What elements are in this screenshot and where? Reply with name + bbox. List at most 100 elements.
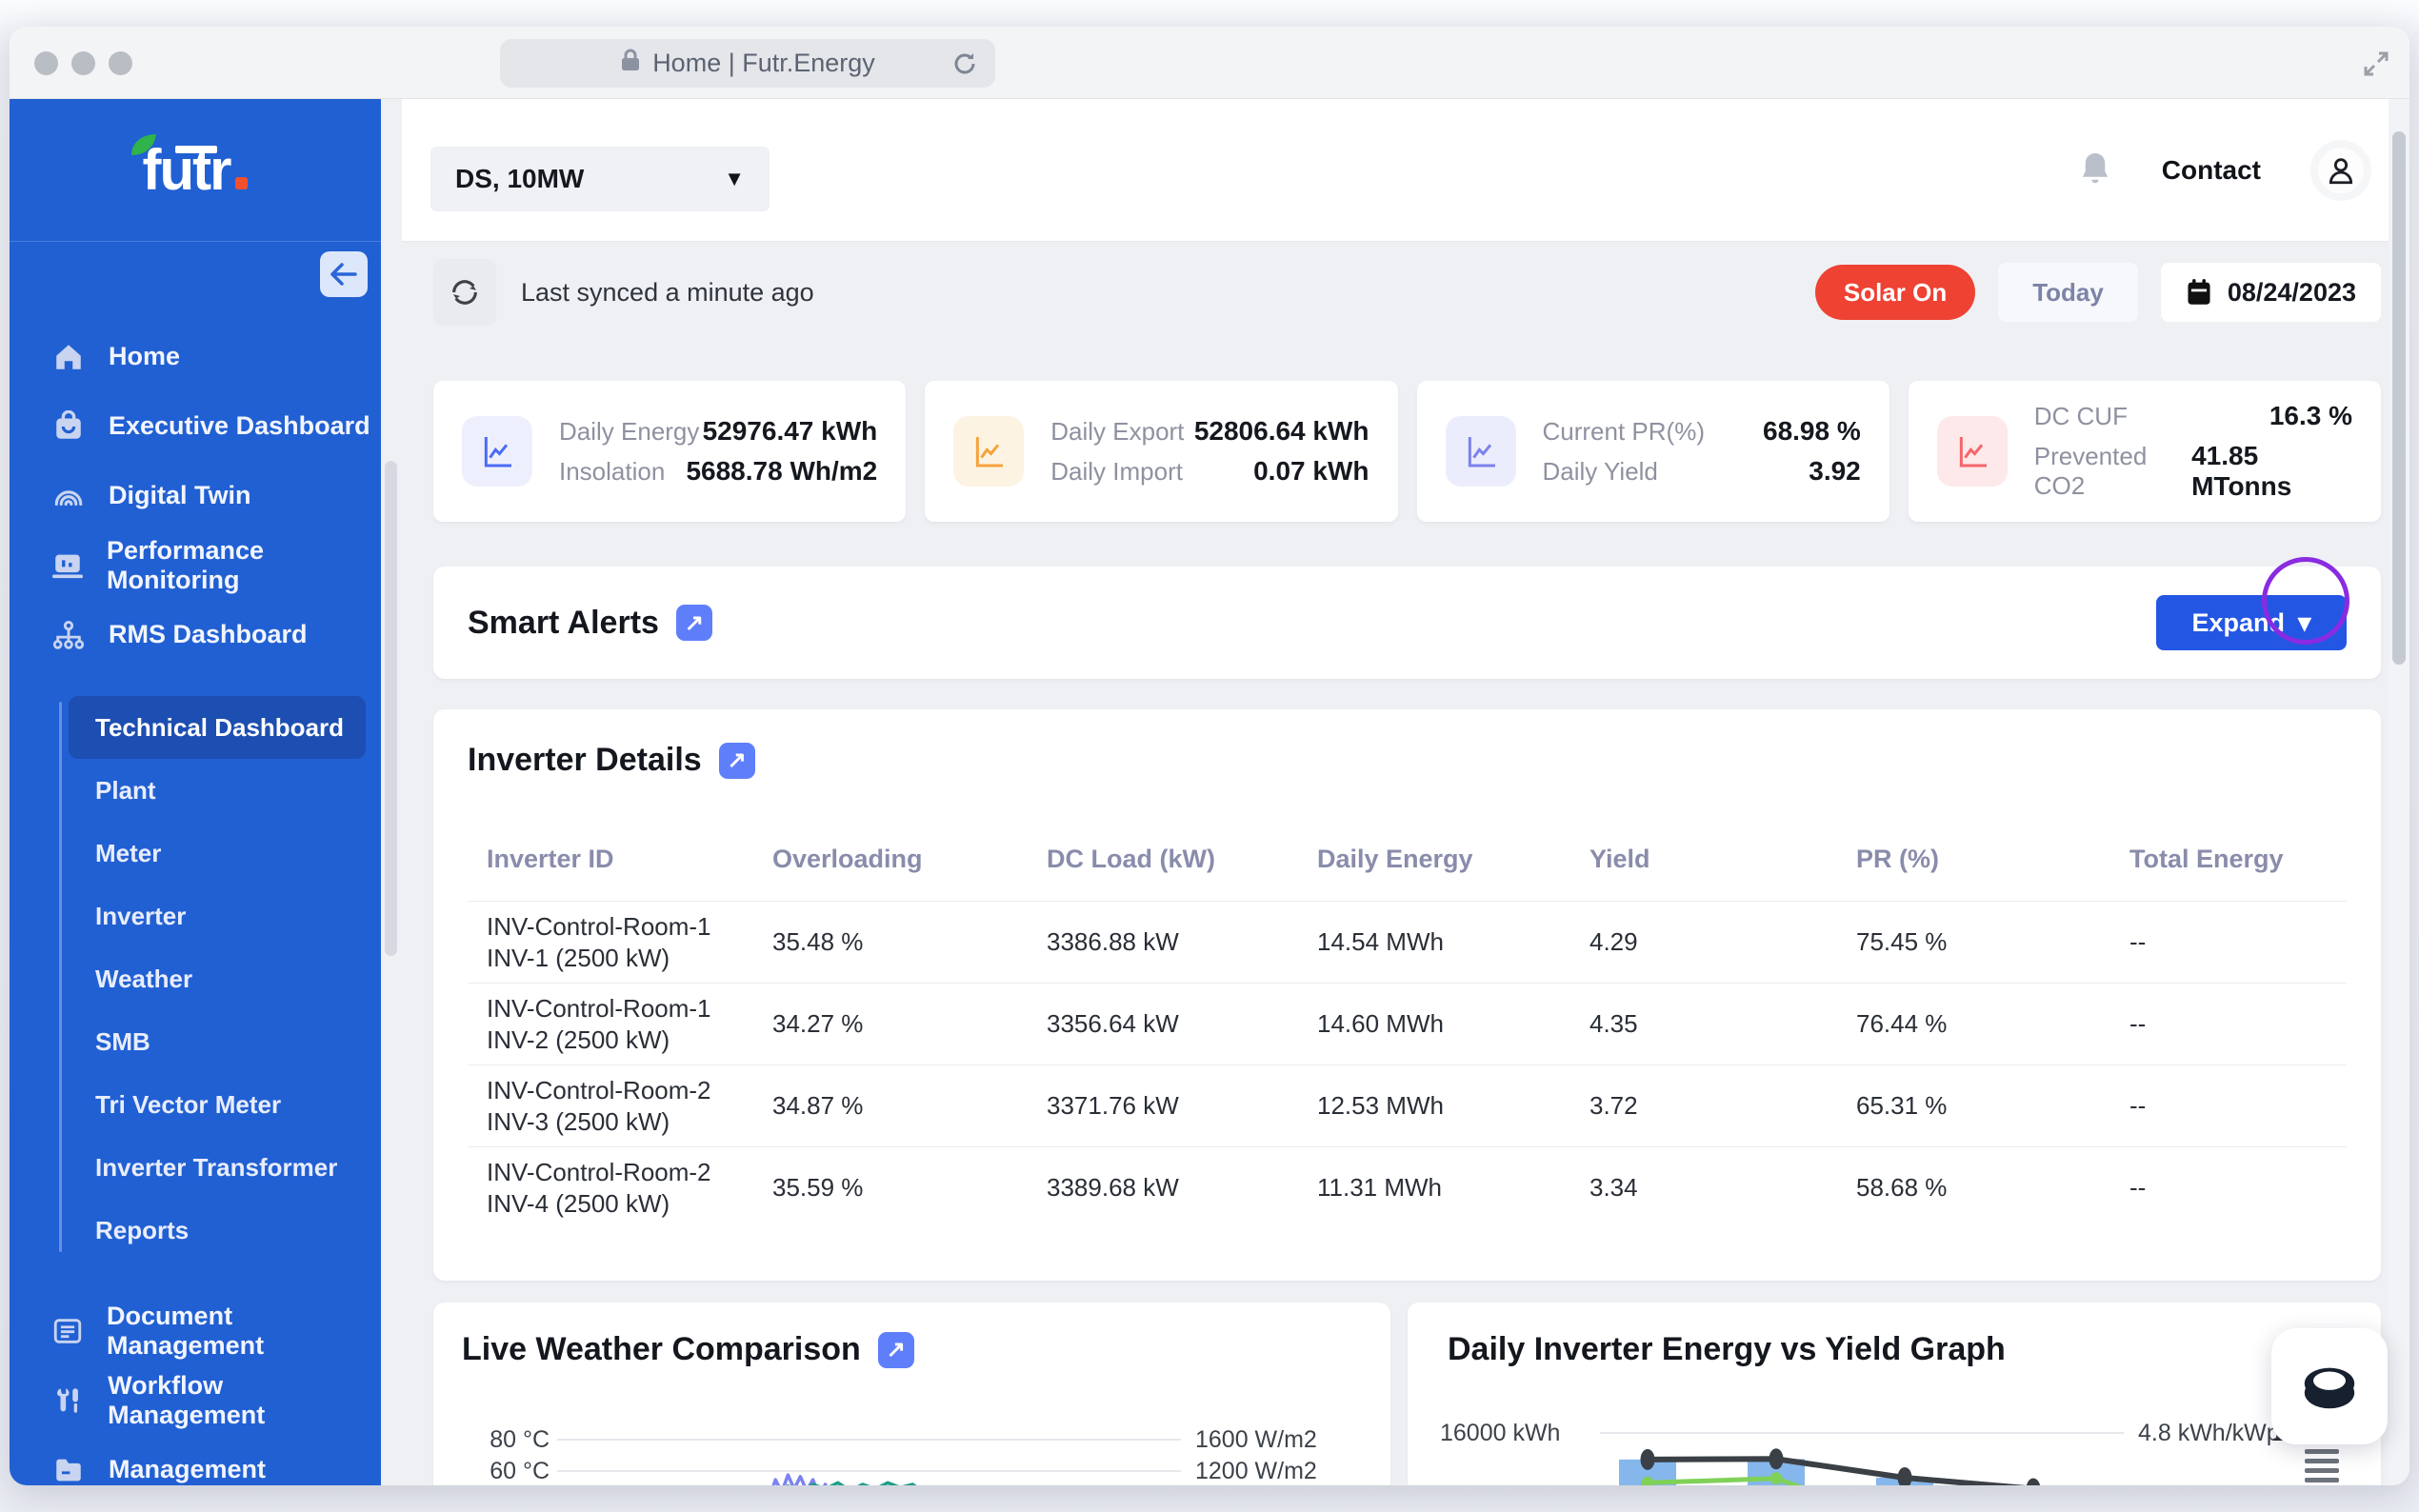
column-header: Daily Energy: [1298, 845, 1570, 874]
logo-dot: [235, 177, 248, 189]
widget-logo-icon: [2296, 1356, 2363, 1417]
daily-energy-cell: 11.31 MWh: [1298, 1173, 1570, 1203]
charts-row: Live Weather Comparison ↗ 80 °C 60 °C 40…: [433, 1303, 2381, 1485]
presentation-icon: [51, 549, 84, 582]
plant-selector-dropdown[interactable]: DS, 10MW ▼: [430, 147, 770, 211]
chat-widget-button[interactable]: [2271, 1328, 2388, 1444]
browser-window: Home | Futr.Energy futr: [10, 27, 2409, 1485]
expand-label: Expand: [2191, 608, 2285, 638]
sidebar-item-reports[interactable]: Reports: [69, 1199, 366, 1262]
table-row: INV-Control-Room-1INV-2 (2500 kW) 34.27 …: [468, 983, 2347, 1064]
solar-status-badge: Solar On: [1815, 265, 1975, 320]
address-text: Home | Futr.Energy: [652, 49, 875, 78]
dc-load-cell: 3356.64 kW: [1028, 1009, 1298, 1039]
inverter-id-cell: INV-Control-Room-2INV-3 (2500 kW): [468, 1075, 753, 1138]
open-link-icon[interactable]: ↗: [719, 743, 755, 779]
sidebar-item-inverter-transformer[interactable]: Inverter Transformer: [69, 1136, 366, 1199]
folder-icon: [51, 1454, 86, 1486]
kpi-card-export-import: Daily Export52806.64 kWh Daily Import0.0…: [925, 381, 1397, 522]
sidebar-item-management[interactable]: Management: [10, 1435, 381, 1485]
sidebar-item-meter[interactable]: Meter: [69, 822, 366, 885]
dc-load-cell: 3371.76 kW: [1028, 1091, 1298, 1121]
weather-title-row: Live Weather Comparison ↗: [462, 1331, 1390, 1368]
tools-icon: [51, 1384, 85, 1417]
inverter-table: Inverter ID Overloading DC Load (kW) Dai…: [468, 832, 2347, 1228]
contact-link[interactable]: Contact: [2162, 155, 2261, 186]
table-row: INV-Control-Room-2INV-4 (2500 kW) 35.59 …: [468, 1146, 2347, 1228]
today-button[interactable]: Today: [1998, 263, 2138, 322]
briefcase-icon: [51, 410, 86, 443]
sidebar-item-digital-twin[interactable]: Digital Twin: [10, 461, 381, 530]
stat-label: Daily Yield: [1543, 457, 1658, 487]
sidebar-item-plant[interactable]: Plant: [69, 759, 366, 822]
sidebar-collapse-button[interactable]: [320, 251, 368, 297]
yield-cell: 3.72: [1570, 1091, 1837, 1121]
smart-alerts-title: Smart Alerts: [468, 605, 659, 642]
logo[interactable]: futr: [10, 99, 381, 242]
sub-item-label: Tri Vector Meter: [95, 1090, 281, 1120]
chevron-down-icon: ▼: [724, 167, 745, 191]
sub-item-label: Reports: [95, 1216, 189, 1245]
overloading-cell: 35.59 %: [753, 1173, 1028, 1203]
notification-bell-icon[interactable]: [2078, 150, 2112, 191]
sync-refresh-button[interactable]: [433, 259, 496, 326]
top-navbar: DS, 10MW ▼ Contact: [402, 99, 2409, 242]
close-window-button[interactable]: [34, 51, 58, 75]
stat-label: Prevented CO2: [2034, 442, 2191, 501]
stat-label: Insolation: [559, 457, 665, 487]
sidebar-item-document-management[interactable]: Document Management: [10, 1296, 381, 1365]
sidebar-item-label: RMS Dashboard: [109, 620, 308, 649]
sidebar-item-workflow-management[interactable]: Workflow Management: [10, 1365, 381, 1435]
sidebar-item-smb[interactable]: SMB: [69, 1010, 366, 1073]
sidebar-item-technical-dashboard[interactable]: Technical Dashboard: [69, 696, 366, 759]
sidebar-item-inverter[interactable]: Inverter: [69, 885, 366, 947]
stat-label: Current PR(%): [1543, 417, 1705, 447]
sidebar-item-rms-dashboard[interactable]: RMS Dashboard: [10, 600, 381, 669]
sync-row: Last synced a minute ago Solar On Today …: [433, 255, 2381, 329]
sub-item-label: Inverter Transformer: [95, 1153, 337, 1183]
sidebar-item-performance-monitoring[interactable]: Performance Monitoring: [10, 530, 381, 600]
address-bar[interactable]: Home | Futr.Energy: [500, 39, 995, 88]
expand-button[interactable]: Expand ▾: [2156, 595, 2347, 650]
dashboard-content: Last synced a minute ago Solar On Today …: [402, 242, 2409, 1485]
overloading-cell: 35.48 %: [753, 927, 1028, 957]
column-header: Inverter ID: [468, 845, 753, 874]
sidebar-item-label: Home: [109, 342, 180, 371]
traffic-lights: [34, 51, 132, 75]
sidebar-item-label: Workflow Management: [108, 1371, 381, 1430]
table-row: INV-Control-Room-1INV-1 (2500 kW) 35.48 …: [468, 901, 2347, 983]
stat-label: DC CUF: [2034, 402, 2128, 431]
sub-item-label: SMB: [95, 1027, 150, 1057]
app-root: futr Home: [10, 99, 2409, 1485]
refresh-icon[interactable]: [951, 50, 978, 84]
user-avatar[interactable]: [2310, 140, 2371, 201]
sidebar-item-weather[interactable]: Weather: [69, 947, 366, 1010]
open-link-icon[interactable]: ↗: [676, 605, 712, 641]
minimize-window-button[interactable]: [71, 51, 95, 75]
page-scrollbar-thumb[interactable]: [2392, 131, 2406, 665]
energy-yield-card: Daily Inverter Energy vs Yield Graph 160…: [1408, 1303, 2381, 1485]
inverter-details-card: Inverter Details ↗ Inverter ID Overloadi…: [433, 709, 2381, 1281]
lock-icon: [620, 48, 641, 79]
sidebar-item-executive-dashboard[interactable]: Executive Dashboard: [10, 391, 381, 461]
gridline: [557, 1439, 1181, 1441]
stat-label: Daily Import: [1050, 457, 1183, 487]
sidebar-item-home[interactable]: Home: [10, 322, 381, 391]
chart-context-menu-icon[interactable]: [2305, 1449, 2339, 1482]
energy-title-row: Daily Inverter Energy vs Yield Graph: [1448, 1331, 2381, 1368]
energy-title: Daily Inverter Energy vs Yield Graph: [1448, 1331, 2006, 1368]
yield-cell: 4.35: [1570, 1009, 1837, 1039]
date-picker-button[interactable]: 08/24/2023: [2161, 263, 2381, 322]
open-link-icon[interactable]: ↗: [878, 1332, 914, 1368]
fullscreen-icon[interactable]: [2362, 50, 2390, 83]
arcs-icon: [51, 480, 86, 512]
date-value: 08/24/2023: [2228, 278, 2356, 308]
kpi-card-energy: Daily Energy52976.47 kWh Insolation5688.…: [433, 381, 906, 522]
column-header: Yield: [1570, 845, 1837, 874]
gridline: [557, 1470, 1181, 1472]
sidebar-scrollbar-thumb[interactable]: [385, 461, 397, 956]
stat-value: 0.07 kWh: [1253, 456, 1369, 487]
zoom-window-button[interactable]: [109, 51, 132, 75]
sidebar-item-tri-vector-meter[interactable]: Tri Vector Meter: [69, 1073, 366, 1136]
inverter-id-cell: INV-Control-Room-1INV-2 (2500 kW): [468, 993, 753, 1056]
